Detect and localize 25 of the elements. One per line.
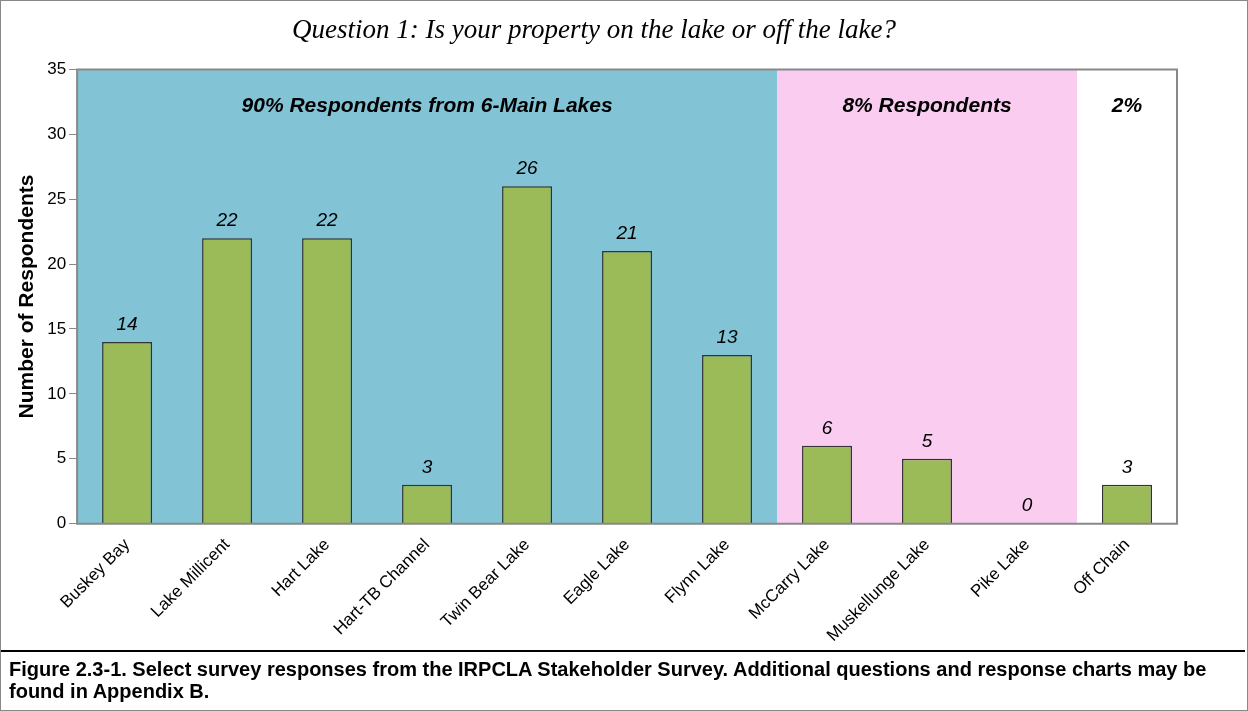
y-tick-label: 35 [47, 59, 67, 79]
data-label: 3 [1121, 455, 1133, 477]
y-tick-label: 15 [47, 318, 67, 338]
y-tick-label: 0 [56, 513, 67, 533]
caption: Figure 2.3-1. Select survey responses from the IRPCLA Stakeholder Survey. Additional questions and response charts may be found in Appendix B. [1, 650, 1245, 708]
data-label: 21 [615, 221, 638, 243]
annotation: 2% [1110, 93, 1143, 117]
data-label: 26 [515, 157, 539, 178]
y-axis-title: Number of Respondents [14, 174, 38, 419]
y-tick-label: 20 [47, 253, 67, 273]
data-label: 5 [921, 429, 933, 451]
data-label: 3 [421, 455, 433, 477]
y-tick-label: 5 [56, 448, 67, 468]
data-label: 22 [215, 208, 239, 230]
band-label: 8% Respondents [842, 93, 1012, 117]
y-tick-label: 25 [47, 188, 67, 208]
data-label: 6 [821, 416, 833, 438]
data-label: 14 [116, 312, 138, 334]
data-label: 0 [1021, 494, 1033, 516]
data-label: 22 [315, 208, 339, 230]
band-label: 90% Respondents from 6-Main Lakes [241, 93, 613, 117]
y-tick-label: 10 [47, 383, 67, 403]
data-label: 13 [716, 325, 739, 347]
y-tick-label: 30 [47, 123, 67, 143]
chart-title: Question 1: Is your property on the lake or off the lake? [291, 14, 897, 45]
